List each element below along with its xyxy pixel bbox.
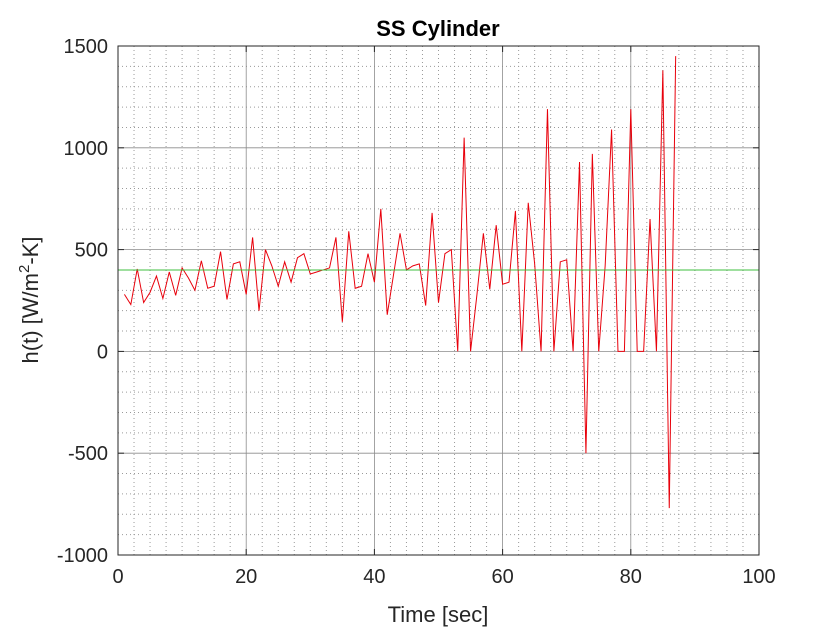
x-tick-label: 40 bbox=[363, 566, 385, 588]
minor-grid bbox=[118, 46, 759, 555]
x-axis: 0 20 40 60 80 100 bbox=[112, 46, 776, 588]
y-tick-label: 1000 bbox=[64, 138, 109, 160]
y-axis-label-tail: -K] bbox=[18, 237, 43, 265]
y-tick-label: 0 bbox=[97, 341, 108, 363]
series-line-h bbox=[123, 56, 677, 509]
chart-title: SS Cylinder bbox=[376, 16, 500, 41]
x-tick-label: 60 bbox=[491, 566, 513, 588]
x-tick-label: 20 bbox=[235, 566, 257, 588]
x-tick-label: 100 bbox=[742, 566, 775, 588]
y-tick-label: 500 bbox=[75, 240, 108, 262]
y-tick-label: -500 bbox=[68, 443, 108, 465]
y-tick-label: 1500 bbox=[64, 36, 109, 58]
x-axis-label: Time [sec] bbox=[388, 602, 489, 627]
y-axis: -1000 -500 0 500 1000 1500 bbox=[57, 36, 759, 567]
x-tick-label: 80 bbox=[620, 566, 642, 588]
y-axis-label-main: h(t) [W/m bbox=[18, 273, 43, 363]
y-axis-label: h(t) [W/m2-K] bbox=[16, 237, 43, 364]
x-tick-label: 0 bbox=[112, 566, 123, 588]
y-tick-label: -1000 bbox=[57, 545, 108, 567]
y-axis-label-superscript: 2 bbox=[16, 265, 33, 273]
plot-frame bbox=[117, 45, 760, 556]
series-layer bbox=[118, 56, 759, 509]
